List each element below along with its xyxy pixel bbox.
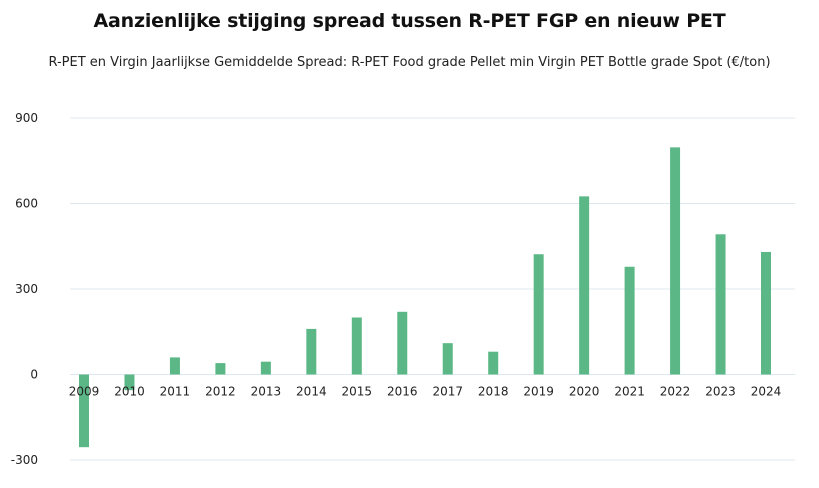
y-tick-label: -300	[11, 453, 38, 467]
gridlines	[70, 117, 795, 461]
bar	[579, 196, 590, 375]
x-tick-label: 2010	[114, 385, 145, 399]
x-tick-label: 2011	[160, 385, 191, 399]
x-tick-label: 2021	[614, 385, 645, 399]
x-tick-label: 2024	[751, 385, 782, 399]
x-tick-label: 2018	[478, 385, 509, 399]
bar	[670, 147, 681, 375]
y-tick-label: 300	[15, 282, 38, 296]
bar	[79, 374, 89, 448]
x-tick-label: 2009	[69, 385, 100, 399]
bar	[442, 343, 453, 375]
x-tick-label: 2013	[251, 385, 282, 399]
bar	[306, 328, 317, 375]
x-axis-labels: 2009 2010 2011 2012 2013 2014 2015 2016 2017 2018…	[69, 385, 782, 399]
x-tick-label: 2017	[432, 385, 463, 399]
bar	[397, 311, 408, 375]
bar	[488, 351, 499, 375]
y-tick-label: 600	[15, 197, 38, 211]
y-tick-label: 900	[15, 111, 38, 125]
x-tick-label: 2022	[660, 385, 691, 399]
bar	[761, 251, 771, 375]
bar	[533, 254, 544, 375]
bar	[624, 266, 635, 375]
bar	[351, 317, 362, 375]
bar	[260, 361, 271, 375]
y-axis-labels: -300 0 300 600 900	[11, 111, 38, 467]
x-tick-label: 2020	[569, 385, 600, 399]
x-tick-label: 2015	[342, 385, 373, 399]
bar	[124, 374, 135, 391]
x-tick-label: 2016	[387, 385, 418, 399]
bar	[169, 357, 180, 375]
bar	[215, 363, 226, 375]
bar	[715, 234, 726, 375]
y-tick-label: 0	[30, 368, 38, 382]
x-tick-label: 2014	[296, 385, 327, 399]
chart-title: Aanzienlijke stijging spread tussen R-PE…	[93, 10, 726, 32]
x-tick-label: 2019	[523, 385, 554, 399]
chart-subtitle: R-PET en Virgin Jaarlijkse Gemiddelde Sp…	[48, 55, 771, 70]
bars	[79, 147, 771, 448]
x-tick-label: 2012	[205, 385, 236, 399]
x-tick-label: 2023	[705, 385, 736, 399]
